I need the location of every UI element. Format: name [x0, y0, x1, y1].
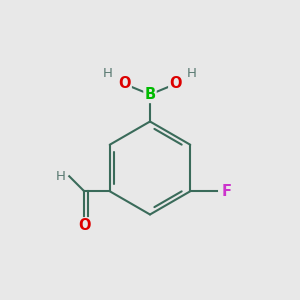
- Text: F: F: [221, 184, 231, 199]
- Text: H: H: [55, 170, 65, 183]
- Text: B: B: [144, 87, 156, 102]
- Text: O: O: [169, 76, 182, 92]
- Text: H: H: [187, 67, 197, 80]
- Text: O: O: [78, 218, 91, 233]
- Text: O: O: [118, 76, 131, 92]
- Text: H: H: [103, 67, 113, 80]
